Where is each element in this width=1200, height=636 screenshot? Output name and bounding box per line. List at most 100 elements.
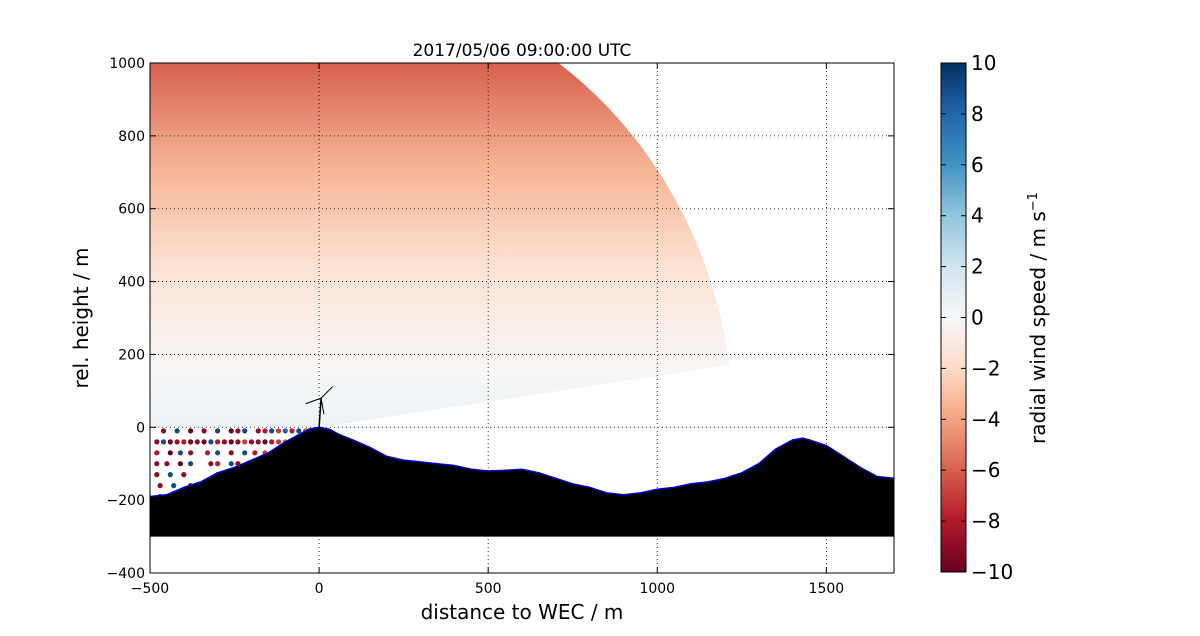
terrain-edge bbox=[150, 426, 894, 498]
wind-turbine-icon bbox=[305, 386, 334, 428]
y-tick-label: 600 bbox=[118, 202, 145, 218]
y-tick-label: 200 bbox=[118, 347, 145, 363]
data-point bbox=[255, 439, 261, 445]
scan-sector-area bbox=[150, 63, 730, 428]
colorbar-label-text: radial wind speed / m s bbox=[1026, 211, 1050, 444]
data-point bbox=[215, 428, 221, 434]
data-point bbox=[248, 439, 255, 445]
colorbar-tick-label: 6 bbox=[971, 153, 984, 177]
data-point bbox=[154, 461, 160, 467]
y-tick-label: 800 bbox=[118, 129, 145, 145]
x-axis-label: distance to WEC / m bbox=[421, 600, 624, 624]
x-tick-label: −500 bbox=[131, 581, 169, 597]
data-point bbox=[275, 439, 282, 445]
wec-blade bbox=[320, 398, 325, 415]
data-point bbox=[228, 461, 234, 467]
y-tick-label: 0 bbox=[136, 420, 145, 436]
x-tick-label: 0 bbox=[315, 581, 324, 597]
terrain-fill bbox=[150, 427, 894, 537]
data-point bbox=[235, 428, 241, 434]
chart-title: 2017/05/06 09:00:00 UTC bbox=[413, 41, 632, 61]
data-point bbox=[262, 439, 268, 445]
colorbar-tick-label: 8 bbox=[971, 102, 984, 126]
data-point bbox=[201, 439, 207, 445]
wec-blade bbox=[305, 397, 322, 405]
colorbar-tick-label: −4 bbox=[971, 407, 1000, 431]
colorbar-axis: −10 −8 −6 −4 −2 0 2 4 6 8 10 bbox=[941, 51, 1013, 584]
data-point bbox=[242, 428, 248, 434]
y-tick-label: 1000 bbox=[109, 56, 145, 72]
data-point bbox=[269, 428, 275, 434]
y-tick-label: −400 bbox=[107, 566, 145, 582]
y-axis: −400 −200 0 200 400 600 800 1000 bbox=[107, 56, 894, 582]
colorbar-tick-label: 4 bbox=[971, 204, 984, 228]
colorbar-tick-label: −10 bbox=[971, 560, 1013, 584]
data-point bbox=[289, 428, 295, 434]
data-point bbox=[177, 450, 183, 456]
data-point bbox=[221, 439, 227, 445]
data-point bbox=[262, 428, 268, 434]
data-point bbox=[194, 439, 200, 445]
terrain bbox=[150, 426, 894, 537]
data-point bbox=[282, 428, 288, 434]
colorbar-label: radial wind speed / m s−1 bbox=[1026, 192, 1050, 444]
data-point bbox=[174, 439, 180, 445]
data-point bbox=[160, 439, 167, 445]
data-point bbox=[269, 439, 275, 445]
data-point bbox=[208, 461, 214, 467]
y-axis-label: rel. height / m bbox=[69, 247, 93, 388]
wec-blade bbox=[320, 386, 334, 399]
data-point bbox=[188, 428, 194, 434]
data-point bbox=[188, 450, 194, 456]
colorbar-label-exponent: −1 bbox=[1026, 192, 1041, 211]
x-tick-label: 500 bbox=[475, 581, 502, 597]
plot-frame bbox=[149, 62, 895, 574]
data-point bbox=[167, 450, 173, 456]
data-point bbox=[174, 428, 180, 434]
data-point bbox=[181, 439, 187, 445]
wec-tower bbox=[318, 398, 322, 428]
data-point bbox=[204, 450, 211, 456]
data-point bbox=[201, 428, 207, 434]
data-point bbox=[154, 439, 160, 445]
scan-sector bbox=[150, 63, 730, 500]
data-point bbox=[228, 428, 234, 434]
data-point bbox=[252, 450, 258, 456]
data-point bbox=[255, 428, 261, 434]
colorbar-tick-label: 0 bbox=[971, 306, 984, 330]
colorbar-tick-label: −8 bbox=[971, 509, 1000, 533]
colorbar-tick-label: 10 bbox=[971, 51, 996, 75]
data-point bbox=[171, 483, 177, 489]
data-point bbox=[215, 439, 221, 445]
x-tick-label: 1000 bbox=[639, 581, 675, 597]
data-point bbox=[188, 461, 194, 467]
data-point bbox=[154, 472, 160, 478]
data-point bbox=[208, 439, 214, 445]
data-point bbox=[242, 439, 248, 445]
data-point bbox=[242, 450, 248, 456]
data-point bbox=[154, 450, 160, 456]
data-point bbox=[235, 439, 241, 445]
y-tick-label: −200 bbox=[107, 493, 145, 509]
data-point bbox=[181, 472, 187, 478]
y-tick-label: 400 bbox=[118, 275, 145, 291]
data-point bbox=[167, 439, 173, 445]
data-point bbox=[164, 461, 170, 467]
colorbar-tick-label: 2 bbox=[971, 255, 984, 279]
colorbar-tick-label: −6 bbox=[971, 458, 1000, 482]
x-axis: −500 0 500 1000 1500 bbox=[131, 63, 844, 597]
data-point bbox=[160, 428, 167, 434]
data-point bbox=[215, 461, 221, 467]
data-point bbox=[215, 450, 221, 456]
data-point bbox=[167, 472, 173, 478]
data-point bbox=[228, 450, 234, 456]
data-point bbox=[228, 439, 234, 445]
colorbar-tick-label: −2 bbox=[971, 356, 1000, 380]
data-point bbox=[177, 461, 183, 467]
x-tick-label: 1500 bbox=[809, 581, 845, 597]
data-point bbox=[188, 439, 194, 445]
data-point bbox=[296, 428, 302, 434]
data-point bbox=[275, 428, 282, 434]
data-point bbox=[157, 483, 163, 489]
